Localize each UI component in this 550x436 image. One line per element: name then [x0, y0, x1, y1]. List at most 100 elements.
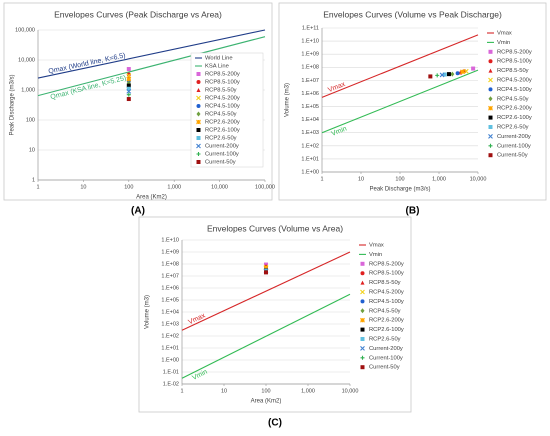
envelope-line [321, 34, 479, 98]
chart-title: Envelopes Curves (Peak Discharge vs Area… [54, 9, 222, 19]
y-tick-label: 1.E-01 [163, 369, 179, 375]
panel-label: (B) [406, 206, 420, 217]
y-tick-label: 1,000 [21, 87, 35, 93]
y-tick-label: 1.E+11 [302, 25, 319, 31]
legend-swatch [488, 59, 493, 64]
y-tick-label: 1.E+10 [301, 39, 319, 45]
chart-title: Envelopes Curves (Volume vs Peak Dischar… [323, 9, 502, 19]
data-point [450, 71, 455, 77]
data-point [439, 72, 445, 78]
data-point [126, 88, 132, 94]
legend-swatch [360, 346, 365, 351]
legend-label: RCP4.5-200y [205, 96, 240, 102]
legend-label: RCP8.5-200y [369, 261, 404, 267]
y-tick-label: 1 [32, 177, 35, 183]
x-tick-label: 1 [36, 184, 39, 190]
legend-swatch [360, 365, 365, 370]
legend-label: Vmin [369, 252, 382, 258]
legend-label: RCP2.6-200y [369, 318, 404, 324]
data-point [428, 74, 433, 79]
envelope-line [321, 69, 479, 134]
legend-label: RCP4.5-200y [497, 78, 532, 84]
data-point [126, 92, 131, 97]
chart-frame [278, 2, 547, 201]
legend-box [190, 52, 264, 168]
data-point [455, 71, 460, 76]
y-tick-label: 1.E+00 [301, 169, 319, 175]
legend-label: RCP8.5-100y [497, 59, 532, 65]
legend-label: RCP8.5-50y [369, 280, 401, 286]
data-point [264, 270, 268, 275]
x-tick-label: 10,000 [211, 184, 228, 190]
legend-label: RCP4.5-200y [369, 290, 404, 296]
y-tick-label: 10,000 [18, 57, 35, 63]
legend-swatch [360, 271, 365, 276]
envelope-line [37, 36, 266, 97]
panel-label: (C) [268, 418, 282, 429]
legend-swatch [488, 87, 493, 92]
y-axis-label: Volume (m3) [285, 83, 291, 117]
legend-label: Vmax [497, 31, 512, 37]
x-tick-label: 100 [124, 184, 133, 190]
y-tick-label: 1.E+02 [161, 333, 179, 339]
legend-label: Vmax [369, 243, 384, 249]
legend-label: Current-50y [369, 365, 400, 371]
legend-label: Current-200y [205, 144, 239, 150]
x-tick-label: 1,000 [301, 388, 315, 394]
legend-label: RCP4.5-50y [205, 112, 237, 118]
y-tick-label: 1.E-02 [163, 381, 179, 387]
envelope-line [181, 251, 351, 331]
legend-swatch [488, 134, 493, 139]
x-tick-label: 10 [221, 388, 227, 394]
data-point [126, 67, 131, 72]
data-point [471, 66, 476, 71]
envelope-line [181, 293, 351, 379]
y-tick-label: 100,000 [15, 27, 35, 33]
legend-swatch [196, 88, 201, 92]
legend-swatch [488, 153, 493, 158]
data-point [126, 73, 132, 79]
y-tick-label: 1.E+06 [301, 91, 319, 97]
legend-label: RCP4.5-100y [369, 299, 404, 305]
data-point [264, 262, 268, 267]
x-axis-label: Peak Discharge (m3/s) [369, 187, 430, 193]
legend-label: Current-50y [205, 160, 236, 166]
x-tick-label: 100 [261, 388, 270, 394]
x-tick-label: 10 [358, 176, 364, 182]
data-point [446, 72, 451, 77]
y-tick-label: 1.E+04 [301, 117, 319, 123]
legend-label: RCP2.6-50y [497, 125, 529, 131]
data-point [442, 72, 447, 77]
legend-swatch [488, 115, 493, 120]
legend-swatch [360, 317, 365, 323]
y-tick-label: 1.E+10 [161, 237, 179, 243]
y-tick-label: 1.E+05 [301, 104, 319, 110]
legend-swatch [360, 299, 365, 304]
legend-label: RCP8.5-50y [497, 68, 529, 74]
x-tick-label: 100,000 [255, 184, 275, 190]
legend-label: RCP8.5-100y [369, 271, 404, 277]
legend-label: RCP2.6-50y [369, 337, 401, 343]
legend-swatch [196, 95, 201, 101]
legend-swatch [488, 68, 493, 73]
legend-swatch [360, 280, 365, 285]
x-tick-label: 1,000 [432, 176, 446, 182]
legend-swatch [488, 143, 493, 148]
legend-swatch [196, 160, 201, 164]
legend-swatch [196, 143, 201, 149]
y-tick-label: 1.E+05 [161, 297, 179, 303]
y-tick-label: 1.E+09 [161, 249, 179, 255]
legend-label: RCP2.6-50y [205, 136, 237, 142]
legend-label: RCP2.6-200y [205, 120, 240, 126]
legend-swatch [196, 119, 201, 125]
x-tick-label: 10,000 [342, 388, 359, 394]
chart-panel: Envelopes Curves (Volume vs Peak Dischar… [278, 2, 547, 217]
legend-swatch [360, 337, 365, 341]
legend-swatch [360, 261, 365, 266]
legend-swatch [488, 77, 493, 83]
legend-swatch [360, 308, 365, 314]
legend-label: RCP2.6-100y [369, 327, 404, 333]
legend-label: RCP4.5-100y [205, 104, 240, 110]
x-tick-label: 10 [80, 184, 86, 190]
